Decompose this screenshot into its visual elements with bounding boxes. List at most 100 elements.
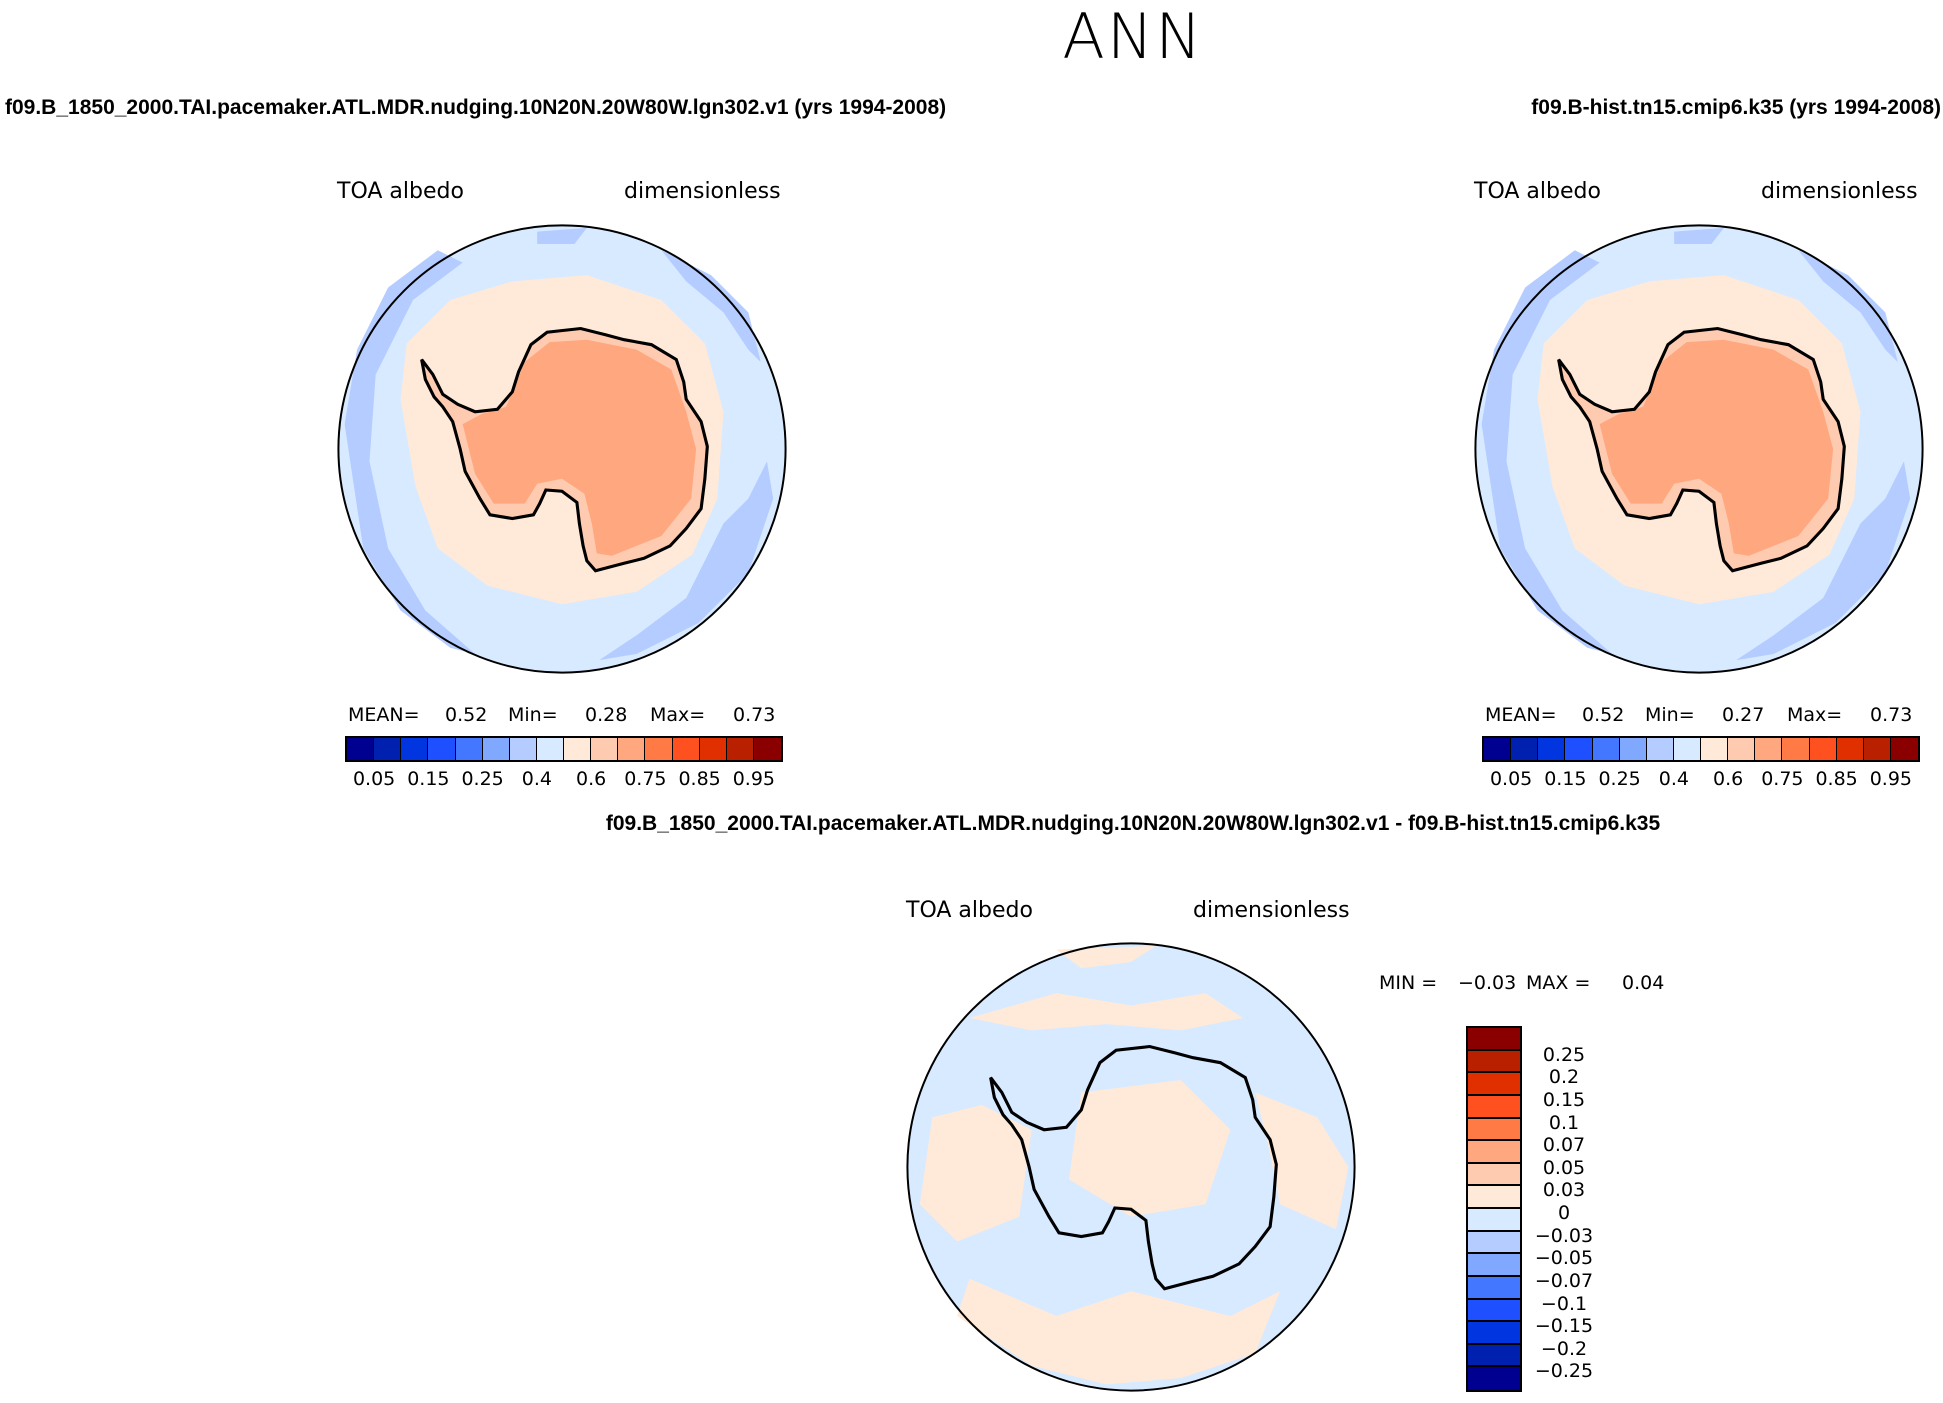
colorbar-box	[1890, 738, 1918, 760]
colorbar-box	[1673, 738, 1701, 760]
colorbar-tick-label: −0.07	[1534, 1269, 1594, 1292]
colorbar-tick-label: 0.95	[1869, 768, 1913, 790]
diff-polar-map	[906, 942, 1356, 1392]
left-mean-value: 0.52	[445, 704, 488, 726]
colorbar-box	[1468, 1209, 1520, 1232]
colorbar-box	[753, 738, 781, 760]
left-max-value: 0.73	[733, 704, 776, 726]
diff-min-value: −0.03	[1458, 972, 1517, 994]
left-min-value: 0.28	[585, 704, 628, 726]
left-units-label: dimensionless	[624, 179, 781, 204]
colorbar-tick-label: 0.05	[1489, 768, 1533, 790]
colorbar-tick-label: 0.75	[1761, 768, 1804, 790]
right-colorbar	[1482, 736, 1920, 762]
colorbar-box	[536, 738, 564, 760]
colorbar-box	[672, 738, 700, 760]
map-border	[906, 942, 1356, 1392]
colorbar-box	[1565, 738, 1593, 760]
colorbar-box	[699, 738, 727, 760]
diff-title: f09.B_1850_2000.TAI.pacemaker.ATL.MDR.nu…	[605, 812, 1661, 835]
colorbar-tick-label: −0.25	[1534, 1360, 1594, 1383]
colorbar-tick-label: 0.15	[1544, 768, 1587, 790]
colorbar-tick-label: 0.25	[461, 768, 504, 790]
colorbar-tick-label: −0.15	[1534, 1315, 1594, 1338]
colorbar-tick-label: 0.85	[1815, 768, 1858, 790]
left-colorbar	[345, 736, 783, 762]
colorbar-box	[591, 738, 619, 760]
colorbar-box	[726, 738, 754, 760]
left-max-label: Max=	[650, 704, 706, 726]
right-mean-label: MEAN=	[1485, 704, 1557, 726]
colorbar-tick-label: 0.1	[1548, 1111, 1580, 1134]
colorbar-box	[1468, 1344, 1520, 1368]
left-mean-label: MEAN=	[348, 704, 420, 726]
right-max-label: Max=	[1787, 704, 1843, 726]
map-border	[337, 224, 787, 674]
right-polar-map	[1474, 224, 1924, 674]
colorbar-box	[1468, 1231, 1520, 1255]
main-title: ANN	[1062, 0, 1204, 73]
colorbar-box	[1468, 1163, 1520, 1187]
colorbar-box	[509, 738, 537, 760]
colorbar-box	[564, 738, 592, 760]
colorbar-tick-label: 0.15	[407, 768, 450, 790]
colorbar-box	[1863, 738, 1891, 760]
colorbar-tick-label: 0.6	[1713, 768, 1744, 790]
colorbar-box	[1468, 1254, 1520, 1277]
colorbar-tick-label: 0.6	[576, 768, 607, 790]
diff-units-label: dimensionless	[1193, 898, 1350, 923]
colorbar-box	[1511, 738, 1539, 760]
colorbar-tick-label: 0.07	[1542, 1134, 1586, 1157]
diff-min-label: MIN =	[1379, 972, 1438, 994]
colorbar-box	[1468, 1186, 1520, 1209]
colorbar-box	[1468, 1367, 1520, 1390]
diff-variable-label: TOA albedo	[906, 898, 1033, 923]
colorbar-box	[1538, 738, 1566, 760]
colorbar-tick-label: 0.4	[521, 768, 552, 790]
colorbar-tick-label: 0.05	[1542, 1156, 1586, 1179]
colorbar-box	[428, 738, 456, 760]
left-min-label: Min=	[508, 704, 558, 726]
left-variable-label: TOA albedo	[337, 179, 464, 204]
colorbar-box	[482, 738, 510, 760]
colorbar-tick-label: 0	[1557, 1202, 1571, 1224]
colorbar-box	[1468, 1050, 1520, 1074]
left-polar-map	[337, 224, 787, 674]
colorbar-tick-label: 0.05	[352, 768, 396, 790]
colorbar-box	[1468, 1095, 1520, 1119]
colorbar-box	[374, 738, 402, 760]
colorbar-box	[1782, 738, 1810, 760]
right-mean-value: 0.52	[1582, 704, 1625, 726]
colorbar-box	[1468, 1141, 1520, 1164]
colorbar-box	[1809, 738, 1837, 760]
colorbar-box	[1468, 1276, 1520, 1300]
colorbar-tick-label: 0.03	[1542, 1179, 1586, 1202]
left-case-title: f09.B_1850_2000.TAI.pacemaker.ATL.MDR.nu…	[5, 96, 947, 119]
right-min-value: 0.27	[1722, 704, 1765, 726]
colorbar-box	[1468, 1118, 1520, 1142]
colorbar-tick-label: −0.1	[1540, 1292, 1588, 1315]
colorbar-tick-label: 0.75	[624, 768, 667, 790]
right-units-label: dimensionless	[1761, 179, 1918, 204]
right-case-title: f09.B-hist.tn15.cmip6.k35 (yrs 1994-2008…	[1531, 96, 1941, 119]
colorbar-box	[1701, 738, 1729, 760]
colorbar-tick-label: 0.25	[1598, 768, 1641, 790]
colorbar-box	[347, 738, 375, 760]
colorbar-box	[1468, 1028, 1520, 1051]
colorbar-tick-label: 0.25	[1542, 1043, 1586, 1066]
colorbar-tick-label: 0.15	[1542, 1088, 1586, 1111]
colorbar-tick-label: 0.4	[1658, 768, 1689, 790]
colorbar-tick-label: 0.2	[1548, 1066, 1580, 1089]
colorbar-tick-label: 0.85	[678, 768, 721, 790]
diff-colorbar	[1466, 1026, 1522, 1392]
colorbar-box	[1592, 738, 1620, 760]
colorbar-box	[1728, 738, 1756, 760]
colorbar-box	[618, 738, 646, 760]
right-max-value: 0.73	[1870, 704, 1913, 726]
colorbar-tick-label: −0.2	[1540, 1337, 1588, 1360]
map-border	[1474, 224, 1924, 674]
right-min-label: Min=	[1645, 704, 1695, 726]
colorbar-box	[1468, 1299, 1520, 1323]
colorbar-tick-label: 0.95	[732, 768, 776, 790]
colorbar-box	[455, 738, 483, 760]
